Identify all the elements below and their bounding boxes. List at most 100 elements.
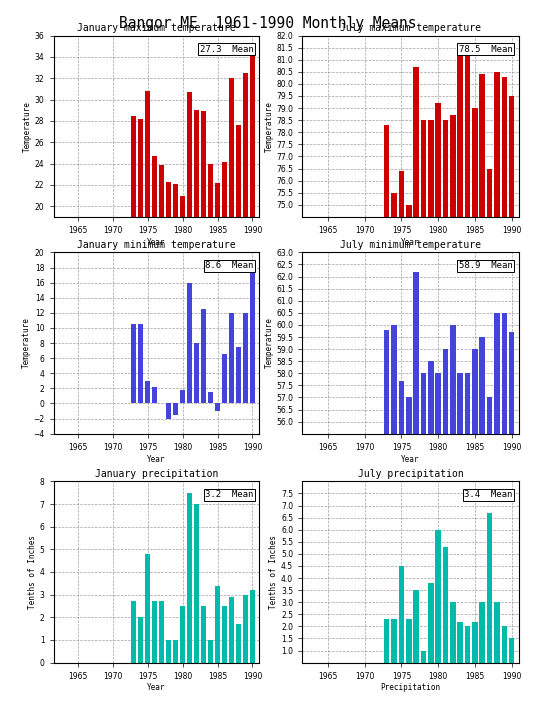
Bar: [187, 92, 192, 217]
Bar: [222, 606, 227, 663]
Bar: [435, 373, 441, 434]
Bar: [250, 46, 255, 217]
Bar: [450, 602, 456, 675]
Title: July minimum temperature: July minimum temperature: [340, 240, 481, 250]
Bar: [222, 354, 227, 403]
Bar: [406, 619, 411, 675]
Bar: [406, 205, 411, 217]
Bar: [472, 108, 478, 217]
Bar: [450, 115, 456, 217]
Bar: [166, 640, 171, 663]
Bar: [414, 67, 419, 217]
Bar: [501, 313, 507, 434]
Bar: [428, 361, 433, 434]
Bar: [201, 112, 206, 217]
Bar: [187, 493, 192, 663]
Bar: [384, 619, 389, 675]
Bar: [391, 619, 397, 675]
Bar: [208, 640, 213, 663]
Bar: [509, 332, 514, 434]
Bar: [494, 313, 500, 434]
Bar: [208, 164, 213, 217]
Bar: [166, 182, 171, 217]
Bar: [194, 343, 199, 403]
Bar: [399, 566, 404, 675]
Bar: [166, 403, 171, 419]
Text: 58.9  Mean: 58.9 Mean: [458, 262, 513, 270]
Bar: [443, 349, 448, 434]
Text: Bangor ME  1961-1990 Monthly Means: Bangor ME 1961-1990 Monthly Means: [119, 16, 416, 31]
Y-axis label: Tenths of Inches: Tenths of Inches: [269, 535, 278, 609]
Bar: [487, 397, 492, 434]
Bar: [487, 513, 492, 675]
Bar: [428, 120, 433, 217]
Bar: [457, 621, 463, 675]
Bar: [465, 55, 470, 217]
Bar: [138, 324, 143, 403]
Title: January precipitation: January precipitation: [95, 469, 218, 479]
X-axis label: Year: Year: [401, 237, 420, 247]
X-axis label: Precipitation: Precipitation: [380, 683, 441, 693]
Bar: [152, 602, 157, 663]
Y-axis label: Temperature: Temperature: [23, 101, 32, 151]
Bar: [399, 380, 404, 434]
Bar: [236, 125, 241, 217]
X-axis label: Year: Year: [147, 683, 166, 693]
Bar: [250, 590, 255, 663]
Bar: [131, 602, 136, 663]
Y-axis label: Temperature: Temperature: [21, 318, 30, 368]
Text: 78.5  Mean: 78.5 Mean: [458, 45, 513, 53]
Bar: [215, 586, 220, 663]
Bar: [479, 74, 485, 217]
Bar: [443, 120, 448, 217]
Bar: [152, 156, 157, 217]
Bar: [173, 183, 178, 217]
Bar: [435, 103, 441, 217]
Bar: [494, 602, 500, 675]
Bar: [479, 602, 485, 675]
Bar: [421, 373, 426, 434]
Bar: [194, 504, 199, 663]
Bar: [222, 163, 227, 217]
X-axis label: Year: Year: [147, 454, 166, 464]
Bar: [472, 621, 478, 675]
Bar: [450, 325, 456, 434]
Bar: [384, 330, 389, 434]
Bar: [229, 78, 234, 217]
Bar: [180, 606, 185, 663]
Bar: [180, 196, 185, 217]
Bar: [472, 349, 478, 434]
Title: January minimum temperature: January minimum temperature: [77, 240, 236, 250]
Bar: [145, 554, 150, 663]
Bar: [194, 110, 199, 217]
Bar: [229, 597, 234, 663]
Bar: [494, 72, 500, 217]
Bar: [229, 313, 234, 403]
X-axis label: Year: Year: [147, 237, 166, 247]
Bar: [384, 125, 389, 217]
Bar: [501, 77, 507, 217]
Bar: [243, 73, 248, 217]
Bar: [138, 617, 143, 663]
Bar: [243, 313, 248, 403]
Y-axis label: Temperature: Temperature: [264, 318, 273, 368]
Bar: [421, 651, 426, 675]
Bar: [159, 165, 164, 217]
Bar: [465, 373, 470, 434]
Bar: [173, 640, 178, 663]
Bar: [414, 590, 419, 675]
Bar: [145, 381, 150, 403]
Text: 3.4  Mean: 3.4 Mean: [464, 491, 513, 499]
Bar: [435, 530, 441, 675]
Bar: [421, 120, 426, 217]
Bar: [201, 606, 206, 663]
Bar: [457, 373, 463, 434]
Y-axis label: Temperature: Temperature: [264, 101, 273, 151]
Bar: [465, 626, 470, 675]
Bar: [428, 583, 433, 675]
Bar: [159, 602, 164, 663]
Bar: [138, 119, 143, 217]
Bar: [391, 325, 397, 434]
Bar: [173, 403, 178, 415]
Bar: [243, 594, 248, 663]
